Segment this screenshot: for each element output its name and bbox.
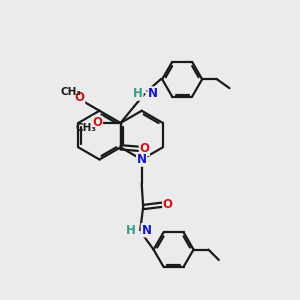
- Text: O: O: [75, 91, 85, 104]
- Text: O: O: [92, 116, 102, 130]
- Text: CH₃: CH₃: [60, 87, 81, 97]
- Text: N: N: [141, 224, 152, 237]
- Text: O: O: [163, 198, 173, 211]
- Text: H: H: [133, 87, 143, 100]
- Text: CH₃: CH₃: [76, 123, 97, 133]
- Text: N: N: [137, 153, 147, 166]
- Text: N: N: [148, 87, 158, 100]
- Text: H: H: [126, 224, 136, 237]
- Text: O: O: [140, 142, 149, 155]
